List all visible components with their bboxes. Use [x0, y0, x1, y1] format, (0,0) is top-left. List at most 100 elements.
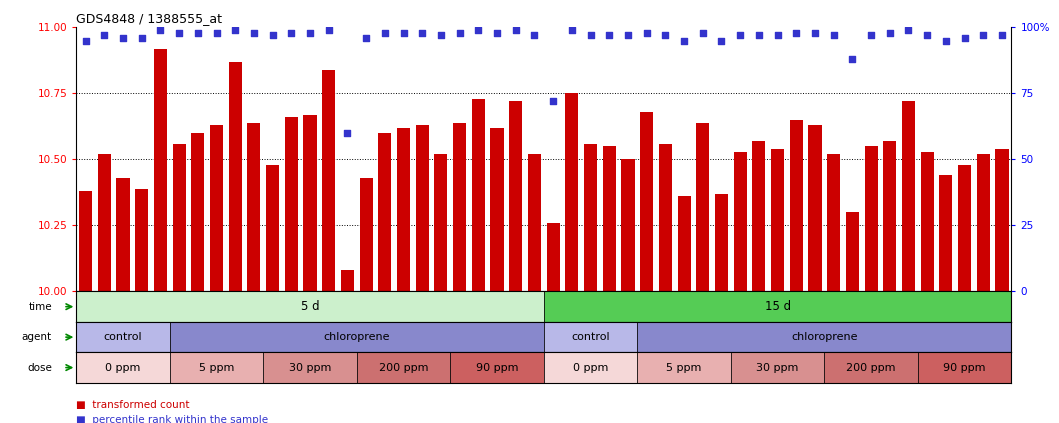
Text: agent: agent: [22, 332, 52, 342]
Bar: [266, 165, 280, 291]
Bar: [958, 165, 971, 291]
Point: [620, 32, 636, 39]
Bar: [248, 123, 261, 291]
Bar: [918, 352, 1011, 383]
Bar: [544, 352, 638, 383]
Text: chloroprene: chloroprene: [324, 332, 390, 342]
Bar: [790, 120, 803, 291]
Point: [844, 56, 861, 63]
Bar: [824, 352, 918, 383]
Bar: [659, 144, 671, 291]
Point: [695, 29, 712, 36]
Bar: [566, 93, 578, 291]
Bar: [378, 133, 392, 291]
Text: 5 d: 5 d: [301, 300, 320, 313]
Point: [526, 32, 543, 39]
Point: [919, 32, 936, 39]
Text: 90 ppm: 90 ppm: [944, 363, 986, 373]
Point: [227, 27, 244, 33]
Bar: [771, 149, 784, 291]
Text: 200 ppm: 200 ppm: [379, 363, 428, 373]
Bar: [544, 322, 638, 352]
Bar: [116, 178, 129, 291]
Bar: [490, 128, 504, 291]
Point: [395, 29, 412, 36]
Point: [639, 29, 656, 36]
Point: [358, 35, 375, 41]
Bar: [97, 154, 111, 291]
Bar: [846, 212, 859, 291]
Bar: [192, 133, 204, 291]
Bar: [76, 291, 544, 322]
Bar: [416, 125, 429, 291]
Bar: [76, 352, 169, 383]
Text: 5 ppm: 5 ppm: [666, 363, 702, 373]
Bar: [734, 151, 747, 291]
Point: [488, 29, 505, 36]
Point: [208, 29, 225, 36]
Point: [900, 27, 917, 33]
Text: ■  transformed count: ■ transformed count: [76, 400, 190, 410]
Bar: [76, 322, 169, 352]
Text: 30 ppm: 30 ppm: [756, 363, 798, 373]
Bar: [169, 322, 544, 352]
Point: [170, 29, 187, 36]
Point: [600, 32, 617, 39]
Point: [713, 37, 730, 44]
Text: GDS4848 / 1388555_at: GDS4848 / 1388555_at: [76, 12, 222, 25]
Bar: [79, 191, 92, 291]
Text: 5 ppm: 5 ppm: [199, 363, 234, 373]
Bar: [264, 352, 357, 383]
Bar: [341, 270, 354, 291]
Point: [937, 37, 954, 44]
Text: dose: dose: [28, 363, 52, 373]
Bar: [229, 62, 241, 291]
Bar: [357, 352, 450, 383]
Text: control: control: [104, 332, 142, 342]
Point: [246, 29, 263, 36]
Text: 15 d: 15 d: [765, 300, 791, 313]
Point: [451, 29, 468, 36]
Point: [507, 27, 524, 33]
Text: 90 ppm: 90 ppm: [475, 363, 518, 373]
Bar: [715, 194, 728, 291]
Point: [956, 35, 973, 41]
Point: [133, 35, 150, 41]
Bar: [154, 49, 167, 291]
Bar: [527, 154, 541, 291]
Point: [825, 32, 842, 39]
Text: 0 ppm: 0 ppm: [105, 363, 141, 373]
Bar: [864, 146, 878, 291]
Text: ■  percentile rank within the sample: ■ percentile rank within the sample: [76, 415, 268, 423]
Bar: [210, 125, 223, 291]
Bar: [450, 352, 544, 383]
Text: control: control: [571, 332, 610, 342]
Bar: [304, 115, 317, 291]
Point: [993, 32, 1010, 39]
Point: [751, 32, 768, 39]
Bar: [173, 144, 185, 291]
Point: [283, 29, 300, 36]
Bar: [544, 291, 1011, 322]
Bar: [731, 352, 824, 383]
Bar: [640, 112, 653, 291]
Point: [470, 27, 487, 33]
Bar: [472, 99, 485, 291]
Point: [77, 37, 94, 44]
Point: [376, 29, 393, 36]
Bar: [638, 352, 731, 383]
Bar: [920, 151, 934, 291]
Bar: [360, 178, 373, 291]
Bar: [827, 154, 840, 291]
Point: [769, 32, 786, 39]
Point: [544, 98, 561, 105]
Bar: [136, 189, 148, 291]
Bar: [603, 146, 615, 291]
Text: 200 ppm: 200 ppm: [846, 363, 896, 373]
Point: [190, 29, 207, 36]
Bar: [976, 154, 990, 291]
Point: [563, 27, 580, 33]
Bar: [995, 149, 1008, 291]
Point: [975, 32, 992, 39]
Point: [95, 32, 112, 39]
